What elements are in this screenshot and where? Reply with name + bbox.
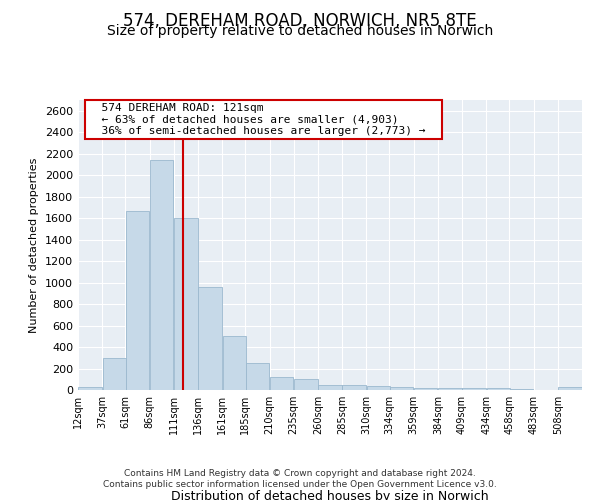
Bar [390, 387, 413, 390]
Bar [294, 380, 317, 390]
X-axis label: Distribution of detached houses by size in Norwich: Distribution of detached houses by size … [171, 490, 489, 500]
Bar [126, 210, 149, 390]
Text: 574, DEREHAM ROAD, NORWICH, NR5 8TE: 574, DEREHAM ROAD, NORWICH, NR5 8TE [123, 12, 477, 30]
Bar [367, 386, 390, 390]
Bar [463, 388, 486, 390]
Bar [558, 388, 581, 390]
Bar [246, 363, 269, 390]
Bar [270, 377, 293, 390]
Bar [199, 287, 222, 390]
Text: Contains public sector information licensed under the Open Government Licence v3: Contains public sector information licen… [103, 480, 497, 489]
Y-axis label: Number of detached properties: Number of detached properties [29, 158, 40, 332]
Bar [487, 388, 510, 390]
Bar [318, 384, 342, 390]
Bar [438, 388, 461, 390]
Text: Contains HM Land Registry data © Crown copyright and database right 2024.: Contains HM Land Registry data © Crown c… [124, 469, 476, 478]
Bar [223, 336, 246, 390]
Bar [103, 358, 126, 390]
Bar [174, 218, 197, 390]
Bar [150, 160, 173, 390]
Bar [414, 388, 437, 390]
Bar [79, 388, 102, 390]
Text: 574 DEREHAM ROAD: 121sqm
  ← 63% of detached houses are smaller (4,903)
  36% of: 574 DEREHAM ROAD: 121sqm ← 63% of detach… [88, 103, 439, 136]
Text: Size of property relative to detached houses in Norwich: Size of property relative to detached ho… [107, 24, 493, 38]
Bar [343, 384, 366, 390]
